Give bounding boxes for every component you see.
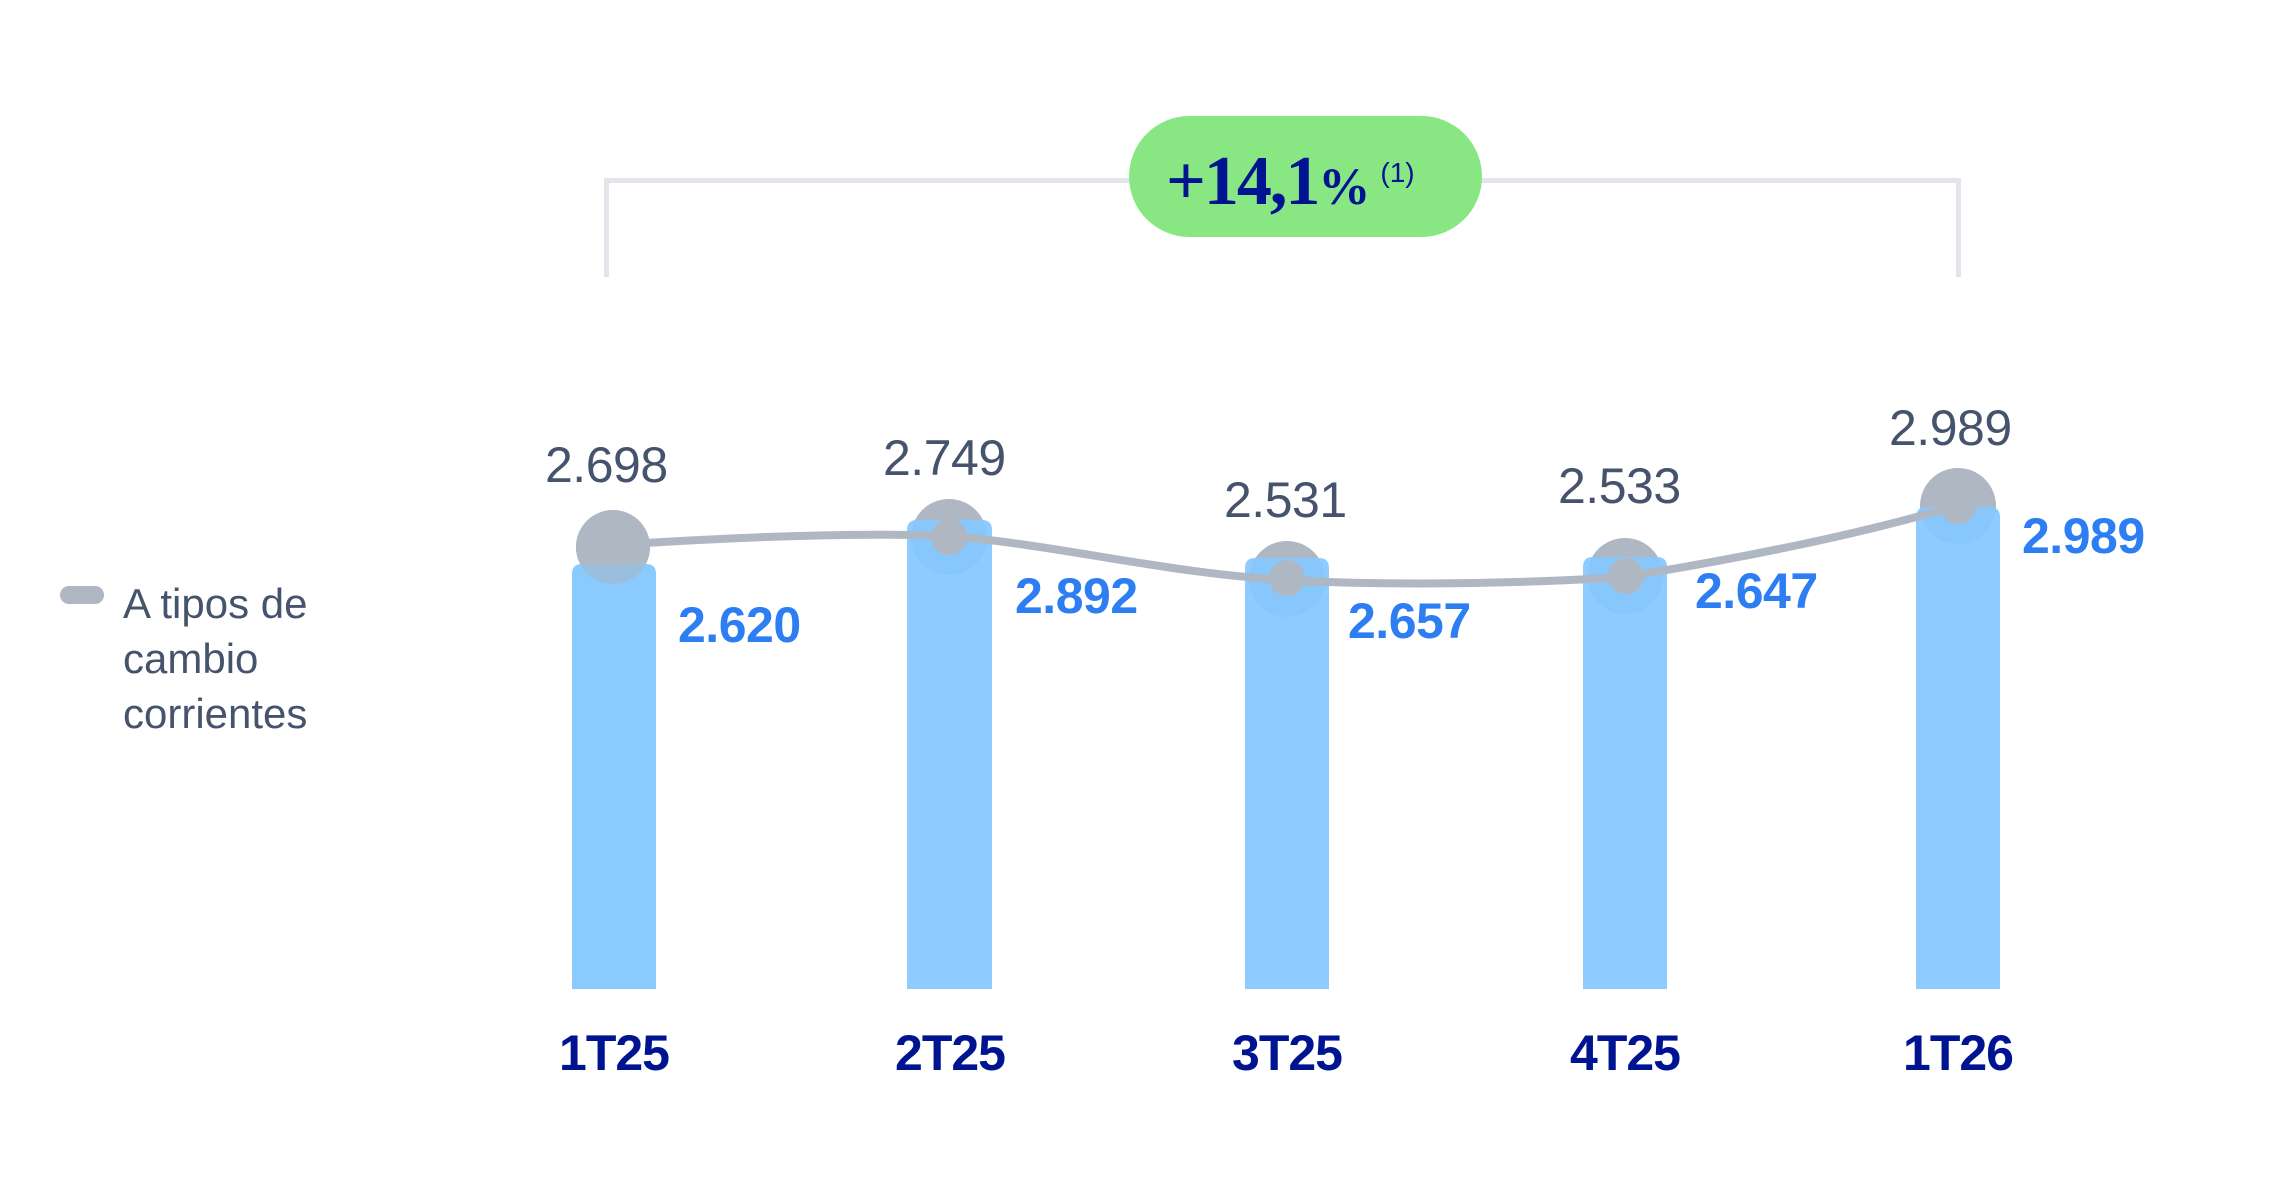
growth-badge [1129,116,1482,237]
line-value-4T25: 2.533 [1558,458,1681,514]
x-label-1T26: 1T26 [1903,1025,2014,1081]
growth-bracket-right [1956,178,1961,277]
growth-bracket-top-right [1478,178,1961,183]
line-value-1T26: 2.989 [1889,400,2012,456]
bar-1T25 [572,564,656,989]
x-label-4T25: 4T25 [1570,1025,1681,1081]
line-value-3T25: 2.531 [1224,472,1347,528]
line-value-2T25: 2.749 [883,430,1006,486]
growth-percent-sign: % [1318,159,1371,216]
bars [572,507,2000,989]
bar-value-4T25: 2.647 [1695,563,1818,619]
growth-footnote: (1) [1380,157,1415,188]
line-markers-inner [576,488,1976,596]
legend-label: A tipos de cambio corrientes [123,580,308,737]
bar-1T26 [1916,507,2000,989]
bar-value-2T25: 2.892 [1015,568,1138,624]
bar-2T25 [907,520,992,989]
bar-4T25 [1583,557,1667,989]
growth-value: +14,1 [1166,143,1320,220]
bar-3T25 [1245,558,1329,989]
bar-value-3T25: 2.657 [1348,593,1471,649]
bar-value-1T25: 2.620 [678,597,801,653]
growth-bracket-left [604,178,609,277]
x-label-2T25: 2T25 [895,1025,1006,1081]
legend-swatch-icon [60,586,104,604]
x-label-1T25: 1T25 [559,1025,670,1081]
growth-badge-text: +14,1% (1) [1166,128,1415,220]
growth-bracket-top-left [604,178,1134,183]
bar-value-1T26: 2.989 [2022,508,2145,564]
line-value-1T25: 2.698 [545,437,668,493]
x-label-3T25: 3T25 [1232,1025,1343,1081]
